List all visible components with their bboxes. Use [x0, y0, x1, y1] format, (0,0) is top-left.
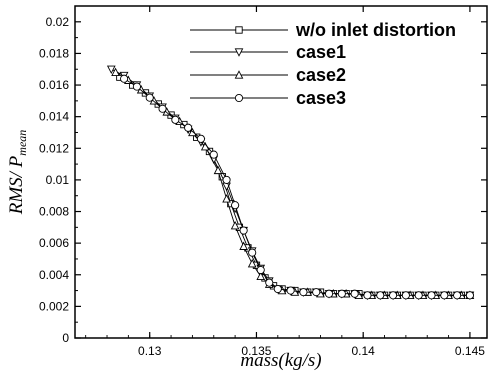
data-point	[158, 104, 167, 113]
series-layer	[106, 65, 475, 301]
legend-label: w/o inlet distortion	[295, 20, 456, 40]
data-point	[171, 115, 180, 124]
data-point	[145, 93, 154, 102]
data-point	[389, 291, 398, 300]
legend-item: case2	[190, 65, 346, 85]
series-case2	[111, 67, 475, 299]
data-point	[453, 291, 462, 300]
x-axis-title: mass(kg/s)	[240, 350, 321, 371]
y-tick-label: 0.018	[39, 46, 69, 60]
y-tick-label: 0.014	[39, 110, 69, 124]
series-case1	[106, 65, 475, 301]
data-point	[265, 278, 274, 287]
data-point	[337, 289, 346, 298]
svg-text:RMS/ Pmean: RMS/ Pmean	[6, 130, 29, 216]
legend-item: case3	[190, 88, 346, 108]
data-point	[273, 284, 282, 294]
data-point	[132, 82, 141, 91]
legend-label: case2	[296, 65, 346, 85]
data-point	[239, 241, 248, 250]
data-point	[414, 291, 423, 300]
y-tick-label: 0.01	[46, 173, 70, 187]
x-tick-label: 0.145	[455, 344, 485, 358]
data-point	[184, 123, 193, 132]
y-axis-title-main: RMS/ P	[6, 155, 27, 215]
legend-label: case3	[296, 88, 346, 108]
legend-label: case1	[296, 42, 346, 62]
y-tick-label: 0	[62, 331, 69, 345]
legend-item: w/o inlet distortion	[190, 20, 456, 40]
y-axis: 0 0.002 0.004 0.006 0.008 0.01 0.012 0.014 0.016…	[39, 15, 487, 345]
data-point	[209, 150, 218, 159]
y-tick-label: 0.012	[39, 141, 69, 155]
data-point	[106, 65, 116, 75]
y-tick-label: 0.016	[39, 78, 69, 92]
data-point	[222, 175, 231, 184]
x-axis: 0.13 0.135 0.14 0.145	[85, 6, 485, 358]
y-tick-label: 0.002	[39, 299, 69, 313]
x-tick-label: 0.13	[138, 344, 162, 358]
data-point	[363, 291, 372, 300]
x-tick-label: 0.135	[241, 344, 271, 358]
legend-marker	[234, 48, 244, 57]
data-point	[376, 291, 385, 300]
data-point	[213, 165, 223, 175]
series-w-o-inlet-distortion	[116, 73, 474, 299]
y-tick-label: 0.02	[46, 15, 70, 29]
data-point	[440, 291, 449, 300]
data-point	[427, 291, 436, 300]
data-point	[239, 226, 248, 235]
data-point	[196, 134, 205, 143]
series-line	[115, 72, 470, 296]
data-point	[222, 194, 231, 203]
data-point	[248, 248, 257, 257]
series-line	[111, 68, 470, 296]
data-point	[465, 291, 474, 300]
data-point	[188, 127, 197, 137]
data-point	[256, 271, 266, 280]
data-point	[231, 201, 240, 210]
y-axis-title-subscript: mean	[15, 130, 29, 156]
data-point	[312, 288, 321, 297]
data-point	[230, 220, 240, 230]
plot-frame	[74, 5, 488, 339]
y-tick-label: 0.008	[39, 205, 69, 219]
y-tick-label: 0.004	[39, 268, 69, 282]
series-case3	[120, 74, 474, 300]
data-point	[350, 289, 359, 298]
legend-marker	[234, 93, 244, 103]
series-line	[119, 76, 470, 296]
data-point	[120, 74, 129, 83]
legend-marker	[235, 26, 243, 34]
data-point	[401, 291, 410, 300]
data-point	[299, 288, 308, 297]
data-point	[324, 289, 334, 298]
data-point	[256, 265, 265, 275]
data-point	[247, 258, 257, 268]
series-line	[123, 78, 470, 296]
x-tick-label: 0.14	[352, 344, 376, 358]
data-point	[111, 67, 120, 77]
legend-item: case1	[190, 42, 346, 62]
y-tick-label: 0.006	[39, 236, 69, 250]
legend-marker	[234, 70, 244, 79]
y-axis-title: RMS/ Pmean	[6, 130, 29, 216]
data-point	[286, 286, 295, 295]
